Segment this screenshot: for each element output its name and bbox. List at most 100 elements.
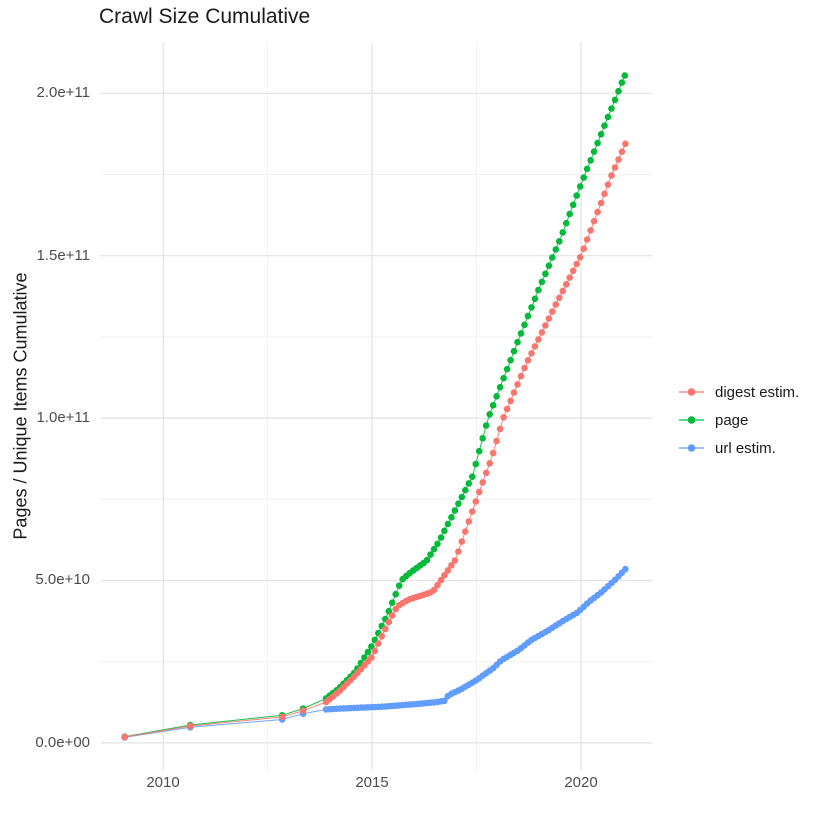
data-point xyxy=(462,528,469,535)
data-point xyxy=(507,356,514,364)
data-point xyxy=(569,201,577,209)
data-point xyxy=(559,229,567,236)
data-point xyxy=(615,156,622,163)
data-point xyxy=(622,140,629,148)
data-point xyxy=(465,518,473,525)
data-point xyxy=(580,174,587,181)
data-point xyxy=(364,648,372,656)
data-point xyxy=(448,562,455,569)
data-point xyxy=(608,105,615,112)
data-point xyxy=(621,72,629,79)
data-point xyxy=(427,551,434,558)
data-point xyxy=(423,556,431,564)
data-point xyxy=(545,262,553,270)
data-point xyxy=(524,357,532,364)
data-point xyxy=(566,274,573,281)
legend-entry-page: page xyxy=(678,406,799,434)
data-point xyxy=(594,139,601,147)
data-point xyxy=(472,460,480,468)
data-point xyxy=(500,414,507,421)
y-tick-label: 1.5e+11 xyxy=(36,247,90,264)
chart-title: Crawl Size Cumulative xyxy=(99,5,311,28)
data-point xyxy=(395,582,403,589)
legend: digest estim. page url estim. xyxy=(678,378,799,462)
data-point xyxy=(545,315,553,322)
data-point xyxy=(514,338,521,346)
data-point xyxy=(507,397,514,405)
y-axis-title: Pages / Unique Items Cumulative xyxy=(10,272,31,540)
legend-key-icon xyxy=(679,444,704,452)
data-point xyxy=(576,253,584,261)
data-point xyxy=(587,227,594,234)
data-point xyxy=(278,713,286,721)
legend-entry-url-estim: url estim. xyxy=(678,434,799,462)
data-point xyxy=(503,365,511,373)
data-point xyxy=(597,131,605,138)
data-point xyxy=(465,480,473,487)
data-point xyxy=(587,157,594,164)
data-point xyxy=(486,460,494,467)
x-tick-label: 2015 xyxy=(355,774,389,791)
data-point xyxy=(549,308,556,315)
data-point xyxy=(475,488,483,496)
data-point xyxy=(510,347,518,355)
data-point xyxy=(531,343,539,350)
data-point xyxy=(535,286,542,294)
series-url-estim xyxy=(121,565,629,741)
data-point xyxy=(503,405,511,413)
data-point xyxy=(388,599,396,606)
data-point xyxy=(594,208,601,216)
data-point xyxy=(611,96,619,104)
data-point xyxy=(493,437,500,445)
data-point xyxy=(521,321,528,329)
data-point xyxy=(455,500,462,508)
data-point xyxy=(604,113,612,121)
data-point xyxy=(590,148,598,155)
data-point xyxy=(563,219,570,227)
data-point xyxy=(552,246,560,253)
legend-key-icon xyxy=(679,416,704,424)
data-point xyxy=(601,122,608,129)
data-point xyxy=(121,733,128,741)
data-point xyxy=(187,722,194,730)
data-point xyxy=(569,267,577,275)
data-point xyxy=(385,618,393,626)
legend-label: url estim. xyxy=(715,439,776,457)
data-point xyxy=(597,199,605,207)
data-point xyxy=(430,586,438,594)
data-point xyxy=(382,625,389,633)
data-point xyxy=(542,322,549,329)
data-point xyxy=(576,183,584,190)
data-point xyxy=(531,295,539,303)
data-point xyxy=(458,538,466,545)
data-point xyxy=(556,294,563,302)
y-tick-label: 0.0e+00 xyxy=(35,734,90,751)
data-point xyxy=(434,540,441,548)
data-point xyxy=(441,527,448,535)
data-point xyxy=(479,479,487,486)
data-point xyxy=(538,278,546,286)
data-point xyxy=(608,172,615,179)
data-point xyxy=(573,192,580,199)
data-point xyxy=(583,236,591,243)
data-point xyxy=(583,165,591,173)
data-point xyxy=(469,473,476,481)
data-point xyxy=(496,425,504,433)
data-point xyxy=(618,79,626,86)
data-point xyxy=(455,548,462,555)
data-point xyxy=(437,534,445,541)
data-point xyxy=(448,514,455,521)
data-point xyxy=(542,270,549,278)
series-digest-estim xyxy=(121,140,629,741)
data-point xyxy=(486,411,494,418)
data-point xyxy=(521,364,528,372)
y-tick-label: 1.0e+11 xyxy=(36,409,90,426)
data-point xyxy=(559,287,567,295)
data-point xyxy=(590,217,598,225)
data-point xyxy=(580,245,587,252)
data-point xyxy=(444,567,452,574)
data-point xyxy=(475,447,483,455)
legend-label: page xyxy=(715,411,749,429)
data-point xyxy=(299,707,307,714)
